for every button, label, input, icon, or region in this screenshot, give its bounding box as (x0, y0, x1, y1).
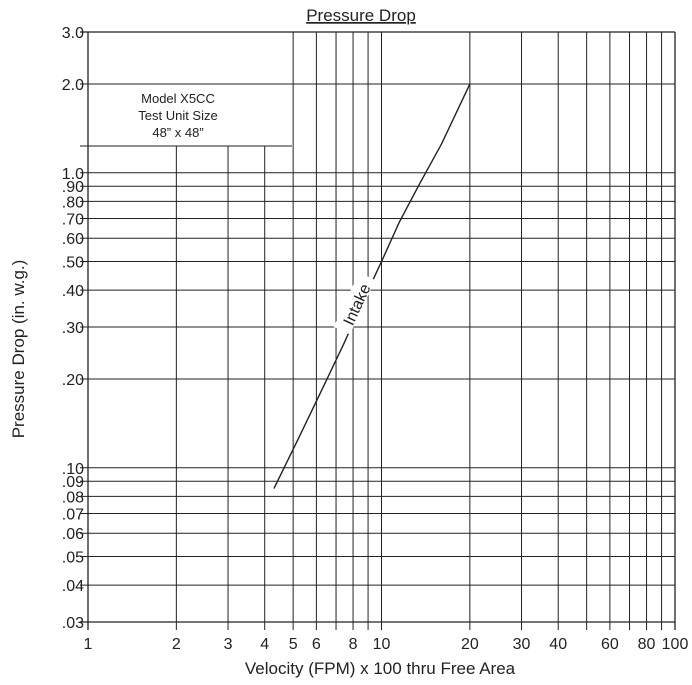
annotation-line-test-unit: Test Unit Size (138, 108, 217, 123)
y-tick-label: .07 (62, 506, 84, 523)
x-tick-label: 5 (289, 636, 298, 653)
tick-labels: 1 2 3 4 5 6 8 10 20 30 40 60 80 100 3.0 2.0 1.0.90.80.70… (62, 25, 689, 653)
x-tick-label: 80 (638, 636, 656, 653)
y-tick-label: .40 (62, 283, 84, 300)
x-tick-label: 20 (461, 636, 479, 653)
y-axis-label: Pressure Drop (in. w.g.) (9, 260, 28, 439)
x-axis-label: Velocity (FPM) x 100 thru Free Area (245, 659, 516, 678)
y-tick-label: .80 (62, 194, 84, 211)
y-tick-label: .04 (62, 578, 84, 595)
series-layer: Intake (273, 83, 471, 489)
y-tick-label: .05 (62, 550, 84, 567)
x-tick-label: 60 (601, 636, 619, 653)
x-tick-label: 3 (224, 636, 233, 653)
y-tick-label: .50 (62, 255, 84, 272)
x-tick-label: 6 (312, 636, 321, 653)
annotation-line-size: 48” x 48” (152, 125, 203, 140)
y-tick-label: .09 (62, 474, 84, 491)
y-tick-label: .60 (62, 231, 84, 248)
y-tick-label: .08 (62, 489, 84, 506)
x-tick-label: 30 (513, 636, 531, 653)
y-tick-label: .03 (62, 615, 84, 632)
x-tick-label: 2 (172, 636, 181, 653)
y-tick-label: 2.0 (62, 77, 84, 94)
y-tick-label: .70 (62, 211, 84, 228)
y-tick-label: .30 (62, 320, 84, 337)
annotation-line-model: Model X5CC (141, 91, 215, 106)
x-tick-label: 1 (84, 636, 93, 653)
chart-title: Pressure Drop (306, 6, 416, 25)
x-tick-label: 4 (260, 636, 269, 653)
y-tick-label: .90 (62, 179, 84, 196)
x-tick-label: 8 (349, 636, 358, 653)
y-tick-label: .10 (62, 461, 84, 478)
annotation-box: Model X5CC Test Unit Size 48” x 48” (138, 91, 217, 140)
y-tick-label: .20 (62, 372, 84, 389)
x-tick-label: 100 (662, 636, 689, 653)
y-tick-label: 3.0 (62, 25, 84, 42)
x-tick-label: 10 (373, 636, 391, 653)
y-tick-label: .06 (62, 526, 84, 543)
y-tick-label: 1.0 (62, 166, 84, 183)
series-label-bg (333, 272, 376, 335)
x-tick-label: 40 (549, 636, 567, 653)
grid-layer (80, 31, 676, 630)
